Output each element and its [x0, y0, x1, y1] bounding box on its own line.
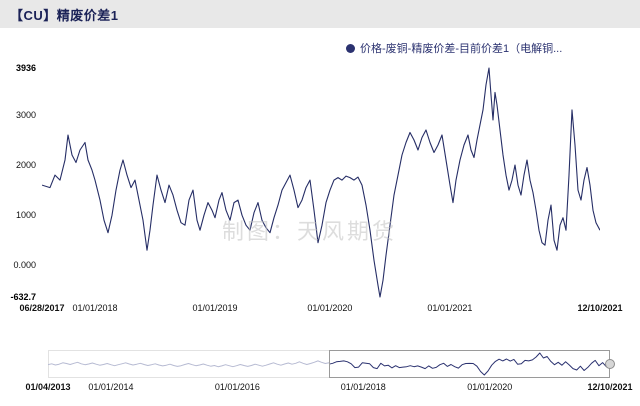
y-tick-label: 3936 — [15, 63, 36, 73]
nav-tick-label: 01/04/2013 — [25, 382, 71, 392]
title-bar: 【CU】精废价差1 — [0, 0, 640, 28]
legend-label: 价格-废铜-精废价差-目前价差1（电解铜... — [360, 43, 563, 55]
x-axis: 06/28/2017 01/01/2018 01/01/2019 01/01/2020… — [19, 303, 622, 315]
navigator-selection[interactable] — [329, 350, 610, 378]
navigator-axis: 01/04/2013 01/01/2014 01/01/2016 01/01/2018… — [25, 382, 632, 394]
y-tick-label: 0.000 — [13, 260, 36, 271]
x-tick-label: 12/10/2021 — [577, 303, 623, 313]
page-title: 【CU】精废价差1 — [10, 7, 119, 23]
main-chart[interactable] — [42, 60, 600, 303]
legend[interactable]: 价格-废铜-精废价差-目前价差1（电解铜... — [346, 40, 562, 56]
navigator-handle[interactable] — [605, 359, 615, 369]
y-axis: 3936 3000 2000 1000 0.000 -632.7 — [0, 60, 38, 303]
y-tick-label: 1000 — [15, 210, 36, 221]
x-tick-label: 01/01/2021 — [427, 303, 473, 313]
nav-tick-label: 01/01/2018 — [340, 382, 386, 392]
y-tick-label: -632.7 — [10, 292, 36, 302]
navigator-chart[interactable] — [48, 350, 610, 378]
nav-tick-label: 01/01/2016 — [214, 382, 260, 392]
x-tick-label: 01/01/2019 — [192, 303, 238, 313]
x-tick-label: 01/01/2020 — [307, 303, 353, 313]
nav-tick-label: 12/10/2021 — [587, 382, 633, 392]
y-tick-label: 2000 — [15, 160, 36, 171]
y-tick-label: 3000 — [15, 109, 36, 120]
x-tick-label: 01/01/2018 — [72, 303, 118, 313]
nav-tick-label: 01/01/2020 — [467, 382, 513, 392]
legend-dot-icon — [346, 43, 355, 53]
nav-tick-label: 01/01/2014 — [88, 382, 134, 392]
x-tick-label: 06/28/2017 — [19, 303, 65, 313]
